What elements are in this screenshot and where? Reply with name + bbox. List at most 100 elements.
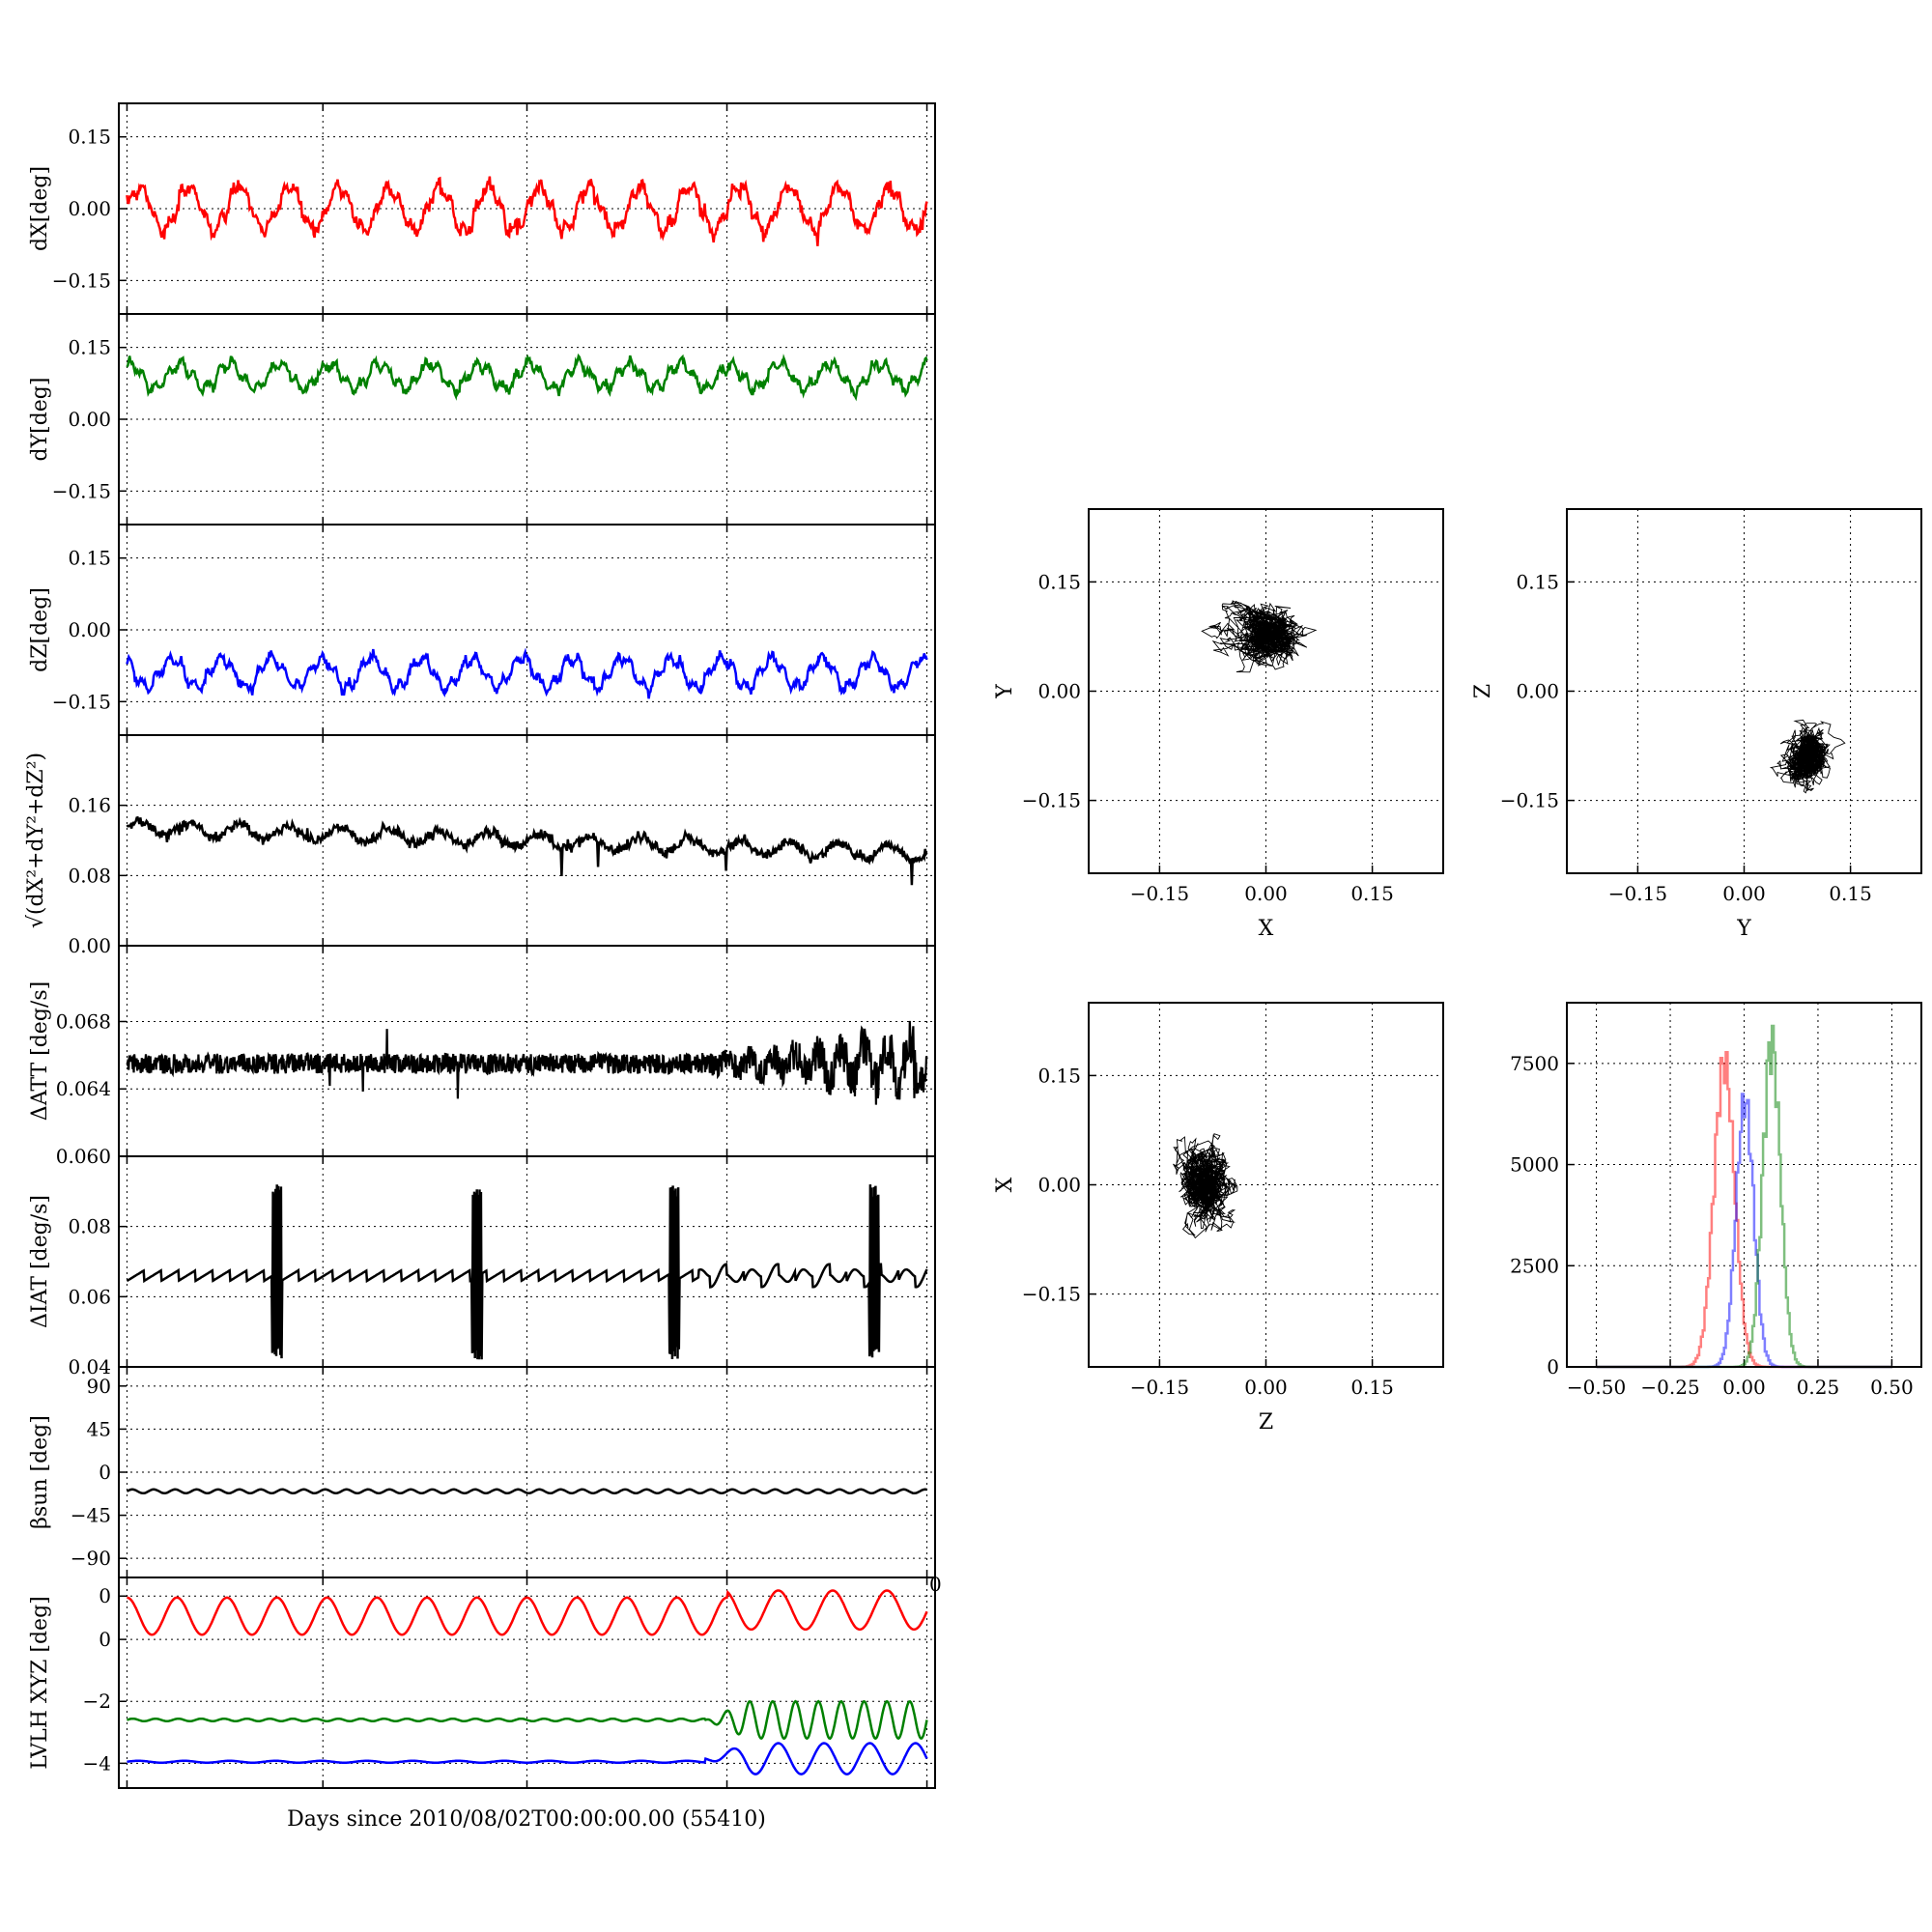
x-tick-label: −0.50 [1567,1376,1626,1399]
y-tick-label: 0.15 [1037,570,1081,593]
x-tick-label: −0.15 [1130,882,1189,905]
y-tick-label: 0.00 [1037,680,1081,703]
x-axis-label: Z [1259,1410,1273,1435]
y-axis-label: Z [1471,684,1495,698]
x-tick-label: 0.50 [1870,1376,1914,1399]
y-tick-label: 0.04 [68,1355,111,1378]
y-tick-label: 0.15 [1037,1064,1081,1087]
scatter-panel-xy: −0.15 −0.15 0.00 0.00 0.15 0.15 X Y [993,508,1444,941]
y-tick-label: 0.00 [1516,680,1559,703]
y-tick-label: −0.15 [52,269,111,292]
series-line-green [126,353,928,402]
y-tick-label: 0 [1547,1355,1559,1378]
panel-beta: 90 45 0 −45 −90 βsun [deg] [28,1366,936,1578]
y-tick-label: 0.15 [1516,570,1559,593]
panel-diat: 0.08 0.06 0.04 ΔIAT [deg/s] [28,1155,936,1378]
y-tick-label: −0.15 [1022,1283,1081,1306]
y-tick-label: 0.00 [68,618,111,641]
distribution-panels: −0.15 −0.15 0.00 0.00 0.15 0.15 X Y −0.15 −0.15 0.… [993,508,1922,1435]
y-tick-label: 0 [99,1628,111,1651]
y-tick-label: 0.15 [68,126,111,149]
y-tick-label: 90 [87,1375,111,1398]
y-tick-label: 0.068 [56,1009,111,1033]
y-tick-label: 0.00 [68,934,111,957]
y-tick-label: −0.15 [52,479,111,502]
x-tick-label: 0.15 [1350,1376,1394,1399]
y-tick-label: 0.06 [68,1285,111,1308]
series-line-blue [127,1742,928,1776]
y-tick-label: 0.16 [68,794,111,817]
scatter-trail [1173,1133,1238,1239]
scatter-panel-zx: −0.15 −0.15 0.00 0.00 0.15 0.15 Z X [993,1002,1444,1435]
y-tick-label: −0.15 [1500,789,1559,812]
panel-frame [1088,508,1444,874]
y-tick-label: 0.00 [1037,1174,1081,1197]
series-line-red [127,1589,928,1636]
x-tick-label: −0.25 [1640,1376,1699,1399]
y-tick-label: 0.00 [68,197,111,220]
y-tick-label: 0.15 [68,547,111,570]
y-tick-label: −90 [71,1547,111,1570]
y-tick-label: 45 [87,1417,111,1440]
x-tick-label: 0.00 [1722,1376,1766,1399]
y-tick-label: 0.060 [56,1145,111,1168]
y-tick-label: 0.15 [68,336,111,359]
x-tick-label: 0.00 [1244,1376,1288,1399]
y-tick-label: −4 [83,1751,111,1775]
y-tick-label: 7500 [1510,1052,1559,1075]
y-axis-label: √(dX²+dY²+dZ²) [24,753,48,928]
y-tick-label: 0.08 [68,864,111,887]
y-tick-label: 2500 [1510,1254,1559,1277]
y-axis-label: dY[deg] [28,378,52,462]
x-axis-label: Days since 2010/08/02T00:00:00.00 (55410… [287,1807,766,1832]
panel-frame [1566,1002,1922,1368]
scatter-panel-yz: −0.15 −0.15 0.00 0.00 0.15 0.15 Y Z [1471,508,1922,941]
scatter-trail [1769,719,1846,794]
time-series-stack: 0.150.00−0.15dX[deg]0.150.00−0.15dY[deg]… [24,102,942,1789]
x-axis-label: X [1259,917,1274,941]
y-tick-label: −0.15 [52,690,111,713]
stray-tick-label: 0 [929,1573,942,1596]
series-line-blue [126,647,928,699]
y-tick-label: 0.08 [68,1215,111,1238]
y-tick-label: −45 [71,1504,111,1527]
x-tick-label: 0.00 [1722,882,1766,905]
scatter-trail [1201,600,1318,673]
x-tick-label: 0.15 [1829,882,1872,905]
x-tick-label: −0.15 [1130,1376,1189,1399]
y-axis-label: ΔATT [deg/s] [28,981,52,1121]
y-axis-label: dZ[deg] [28,587,52,672]
histogram-panel: −0.50 −0.25 0.00 0.25 0.50 7500 5000 2500 0 [1510,1002,1922,1399]
series-line-green [127,1699,928,1741]
y-tick-label: −2 [83,1690,111,1713]
x-tick-label: 0.00 [1244,882,1288,905]
y-tick-label: −0.15 [1022,789,1081,812]
y-axis-label: dX[deg] [28,166,52,251]
y-tick-label: 0.00 [68,408,111,431]
y-axis-label: βsun [deg] [28,1415,52,1529]
series-line-red [126,176,928,246]
y-tick-label: 0.064 [56,1077,111,1100]
x-tick-label: 0.25 [1797,1376,1840,1399]
y-axis-label: ΔIAT [deg/s] [28,1195,52,1328]
panel-frame [1088,1002,1444,1368]
panel-frame [1566,508,1922,874]
series-line-black [126,815,928,886]
y-axis-label: X [993,1177,1017,1192]
y-tick-label: 0 [99,1461,111,1484]
y-axis-label: LVLH XYZ [deg] [28,1596,52,1770]
series-line-black [126,1488,927,1495]
panel-mag: 0.16 0.08 0.00 √(dX²+dY²+dZ²) [24,734,936,957]
series-line-black [126,1184,928,1360]
y-axis-label: Y [993,684,1017,699]
y-tick-label: 0 [99,1584,111,1607]
y-tick-label: 5000 [1510,1153,1559,1177]
x-tick-label: 0.15 [1350,882,1394,905]
panel-datt: 0.068 0.064 0.060 ΔATT [deg/s] [28,945,936,1168]
series-line-black [126,1020,928,1105]
panel-frame [118,1577,936,1789]
